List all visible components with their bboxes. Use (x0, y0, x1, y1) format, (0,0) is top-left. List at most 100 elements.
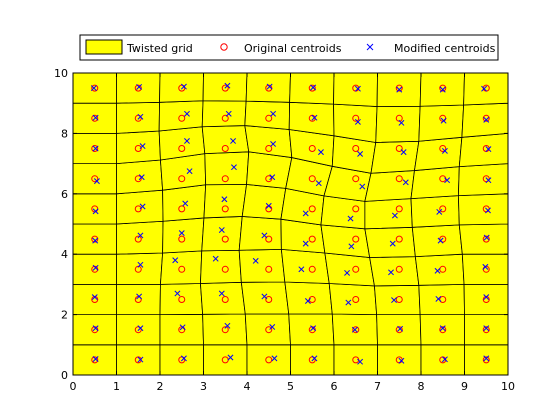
original-centroid-marker (134, 145, 142, 152)
modified-centroid-marker (224, 322, 231, 329)
original-centroid-marker (221, 265, 229, 273)
grid-cell (201, 125, 250, 155)
modified-centroid-marker (186, 168, 193, 175)
original-centroid-marker (178, 235, 186, 243)
grid-cell (116, 220, 164, 255)
modified-centroid-marker (397, 325, 404, 332)
grid-cell (238, 248, 286, 283)
original-centroid-marker (91, 84, 99, 92)
legend-label-original-centroids: Original centroids (244, 42, 342, 55)
modified-centroid-marker (354, 118, 361, 125)
x-tick-label: 10 (501, 380, 515, 393)
modified-centroid-marker (485, 207, 491, 214)
modified-centroid-marker (92, 145, 99, 152)
grid-cell (418, 283, 465, 316)
grid-cell (370, 140, 420, 174)
original-centroid-marker (221, 145, 229, 152)
modified-centroid-marker (269, 174, 276, 181)
modified-centroid-marker (398, 357, 405, 364)
modified-centroid-marker (481, 85, 488, 92)
modified-centroid-marker (357, 150, 364, 157)
modified-centroid-marker (354, 85, 361, 92)
original-centroid-marker (178, 205, 186, 213)
x-tick-label: 1 (113, 380, 120, 393)
x-tick-label: 2 (157, 380, 164, 393)
original-centroid-marker (439, 84, 447, 92)
modified-centroid-marker (311, 114, 318, 121)
modified-centroid-marker (440, 117, 447, 124)
grid-cell (280, 248, 330, 284)
modified-centroid-marker (388, 269, 394, 276)
modified-centroid-marker (310, 325, 317, 332)
original-centroid-marker (178, 296, 186, 303)
legend: Twisted grid Original centroids Modified… (79, 34, 499, 61)
original-centroid-marker (308, 84, 316, 92)
modified-centroid-marker (304, 298, 311, 304)
original-centroid-marker (395, 145, 403, 152)
grid-cell (201, 100, 247, 128)
modified-centroid-marker (436, 208, 443, 215)
modified-centroid-marker (136, 293, 143, 300)
modified-centroid-marker (91, 294, 98, 301)
x-tick-label: 7 (374, 380, 381, 393)
grid-cell (241, 184, 287, 220)
modified-centroid-marker (92, 356, 99, 362)
original-centroid-marker (395, 84, 403, 92)
original-centroid-marker (134, 235, 142, 243)
modified-centroid-marker (485, 146, 492, 153)
y-tick-label: 8 (61, 127, 68, 140)
modified-centroid-marker (225, 110, 232, 117)
grid-cell (374, 284, 421, 316)
modified-centroid-marker (136, 83, 143, 90)
grid-cell (72, 283, 117, 316)
x-tick-label: 8 (418, 380, 425, 393)
original-centroid-marker (352, 235, 360, 243)
modified-centroid-marker (265, 202, 272, 209)
original-centroid-marker (91, 356, 99, 364)
grid-cell (158, 126, 206, 161)
modified-centroid-marker (439, 325, 446, 332)
original-centroid-marker (395, 265, 403, 273)
y-tick-label: 0 (61, 369, 68, 382)
original-centroid-marker (178, 265, 186, 273)
modified-centroid-marker (483, 325, 490, 332)
modified-centroid-marker (212, 255, 219, 262)
original-centroid-marker (352, 326, 360, 334)
grid-cell (202, 313, 248, 346)
original-centroid-marker (395, 296, 403, 303)
original-centroid-marker (395, 235, 403, 243)
modified-centroid-marker (92, 114, 99, 121)
grid-cell (72, 223, 117, 255)
y-tick-label: 6 (61, 188, 68, 201)
grid-cell (410, 195, 460, 228)
grid-cell (419, 314, 465, 346)
grid-cell (333, 72, 378, 107)
axes: 0 1 2 3 4 5 6 7 8 9 10 0 2 4 6 8 10 (54, 67, 515, 393)
grid-cell (364, 170, 415, 202)
original-centroid-marker (265, 235, 273, 243)
modified-centroid-marker (483, 355, 490, 362)
original-centroid-marker (265, 145, 273, 152)
modified-centroid-marker (174, 290, 181, 297)
original-centroid-marker (265, 175, 273, 183)
modified-centroid-marker (402, 179, 409, 186)
grid-cell (244, 313, 291, 346)
original-centroid-marker (352, 265, 360, 273)
y-tick-label: 4 (61, 248, 68, 261)
modified-centroid-marker (179, 324, 186, 331)
x-tick-label: 6 (331, 380, 338, 393)
modified-centroid-marker (444, 177, 451, 184)
grid-cell (202, 72, 248, 102)
grid-cell (72, 72, 117, 104)
modified-centroid-marker (138, 174, 145, 181)
grid-cell (116, 344, 161, 376)
grid-cell (160, 250, 203, 285)
x-tick-label: 4 (244, 380, 251, 393)
grid-cell (411, 224, 463, 258)
modified-centroid-marker (483, 294, 490, 301)
original-centroid-marker (308, 235, 316, 243)
original-centroid-marker (482, 114, 490, 122)
grid-cell (246, 151, 293, 189)
modified-centroid-marker (345, 299, 352, 306)
modified-centroid-marker (218, 290, 225, 297)
